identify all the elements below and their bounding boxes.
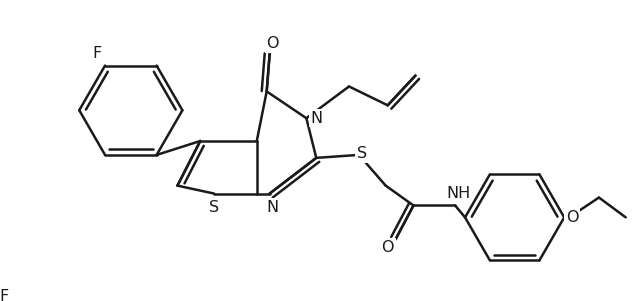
Text: F: F <box>0 290 8 301</box>
Text: NH: NH <box>446 186 470 201</box>
Text: O: O <box>381 240 394 255</box>
Text: S: S <box>357 146 367 161</box>
Text: O: O <box>266 36 279 51</box>
Text: N: N <box>310 111 323 126</box>
Text: S: S <box>209 200 219 215</box>
Text: F: F <box>92 46 102 61</box>
Text: O: O <box>566 210 579 225</box>
Text: N: N <box>267 200 278 215</box>
